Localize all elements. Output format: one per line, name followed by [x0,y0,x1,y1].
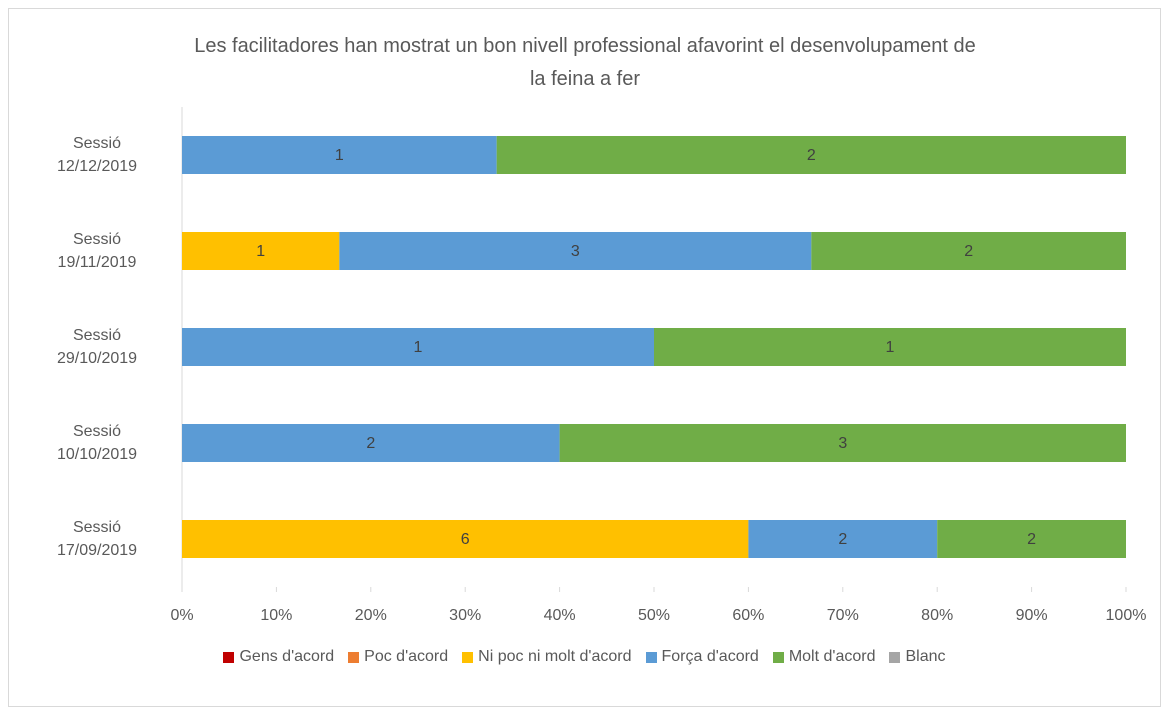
legend-item: Blanc [889,648,946,666]
bar-segment [182,520,749,558]
data-label: 1 [414,339,423,356]
data-label: 1 [256,243,265,260]
bar-segment [339,232,812,270]
bar-segment [182,232,340,270]
legend: Gens d'acord Poc d'acord Ni poc ni molt d'… [0,648,1169,666]
data-label: 3 [838,435,847,452]
x-tick-label: 30% [449,607,482,624]
legend-swatch [462,651,474,663]
legend-item: Força d'acord [645,648,759,666]
x-tick-label: 50% [637,607,671,624]
legend-label: Ni poc ni molt d'acord [478,648,632,665]
bar-segment [748,520,938,558]
legend-label: Molt d'acord [788,648,876,665]
x-tick-label: 0% [170,607,194,624]
legend-item: Poc d'acord [348,648,448,666]
y-tick-label: Sessió 10/10/2019 [56,423,138,463]
legend-swatch [223,651,235,663]
legend-label: Gens d'acord [239,648,335,665]
data-label: 2 [807,147,816,164]
x-tick-label: 20% [354,607,387,624]
data-label: 1 [335,147,344,164]
y-tick-label: Sessió 29/10/2019 [56,327,138,367]
data-label: 2 [964,243,973,260]
legend-item: Ni poc ni molt d'acord [462,648,632,666]
bar-segment [496,136,1127,174]
data-label: 6 [461,531,470,548]
x-tick-label: 70% [826,607,859,624]
bar-segment [811,232,1126,270]
data-label: 3 [571,243,580,260]
legend-swatch [772,651,784,663]
bar-segment [182,136,497,174]
legend-label: Força d'acord [661,648,759,665]
legend-item: Gens d'acord [223,648,334,666]
bar-segment [559,424,1126,462]
legend-swatch [348,651,360,663]
chart-frame [8,8,1161,707]
data-label: 2 [1027,531,1036,548]
x-tick-label: 60% [732,607,765,624]
data-label: 1 [886,339,895,356]
y-tick-label: Sessió 17/09/2019 [56,519,138,559]
bar-segment [937,520,1126,558]
legend-item: Molt d'acord [772,648,876,666]
x-tick-label: 80% [921,607,954,624]
x-tick-label: 40% [543,607,576,624]
bar-segment [182,424,560,462]
legend-label: Blanc [905,648,946,665]
legend-label: Poc d'acord [364,648,449,665]
bar-segment [654,328,1126,366]
bar-segment [182,328,654,366]
x-tick-label: 10% [260,607,293,624]
legend-swatch [889,651,901,663]
x-tick-label: 90% [1015,607,1048,624]
data-label: 2 [366,435,375,452]
legend-swatch [645,651,657,663]
y-tick-label: Sessió 12/12/2019 [56,135,138,175]
data-label: 2 [838,531,847,548]
y-tick-label: Sessió 19/11/2019 [57,231,137,271]
x-tick-label: 100% [1105,607,1147,624]
chart-title: Les facilitadores han mostrat un bon niv… [194,35,976,90]
